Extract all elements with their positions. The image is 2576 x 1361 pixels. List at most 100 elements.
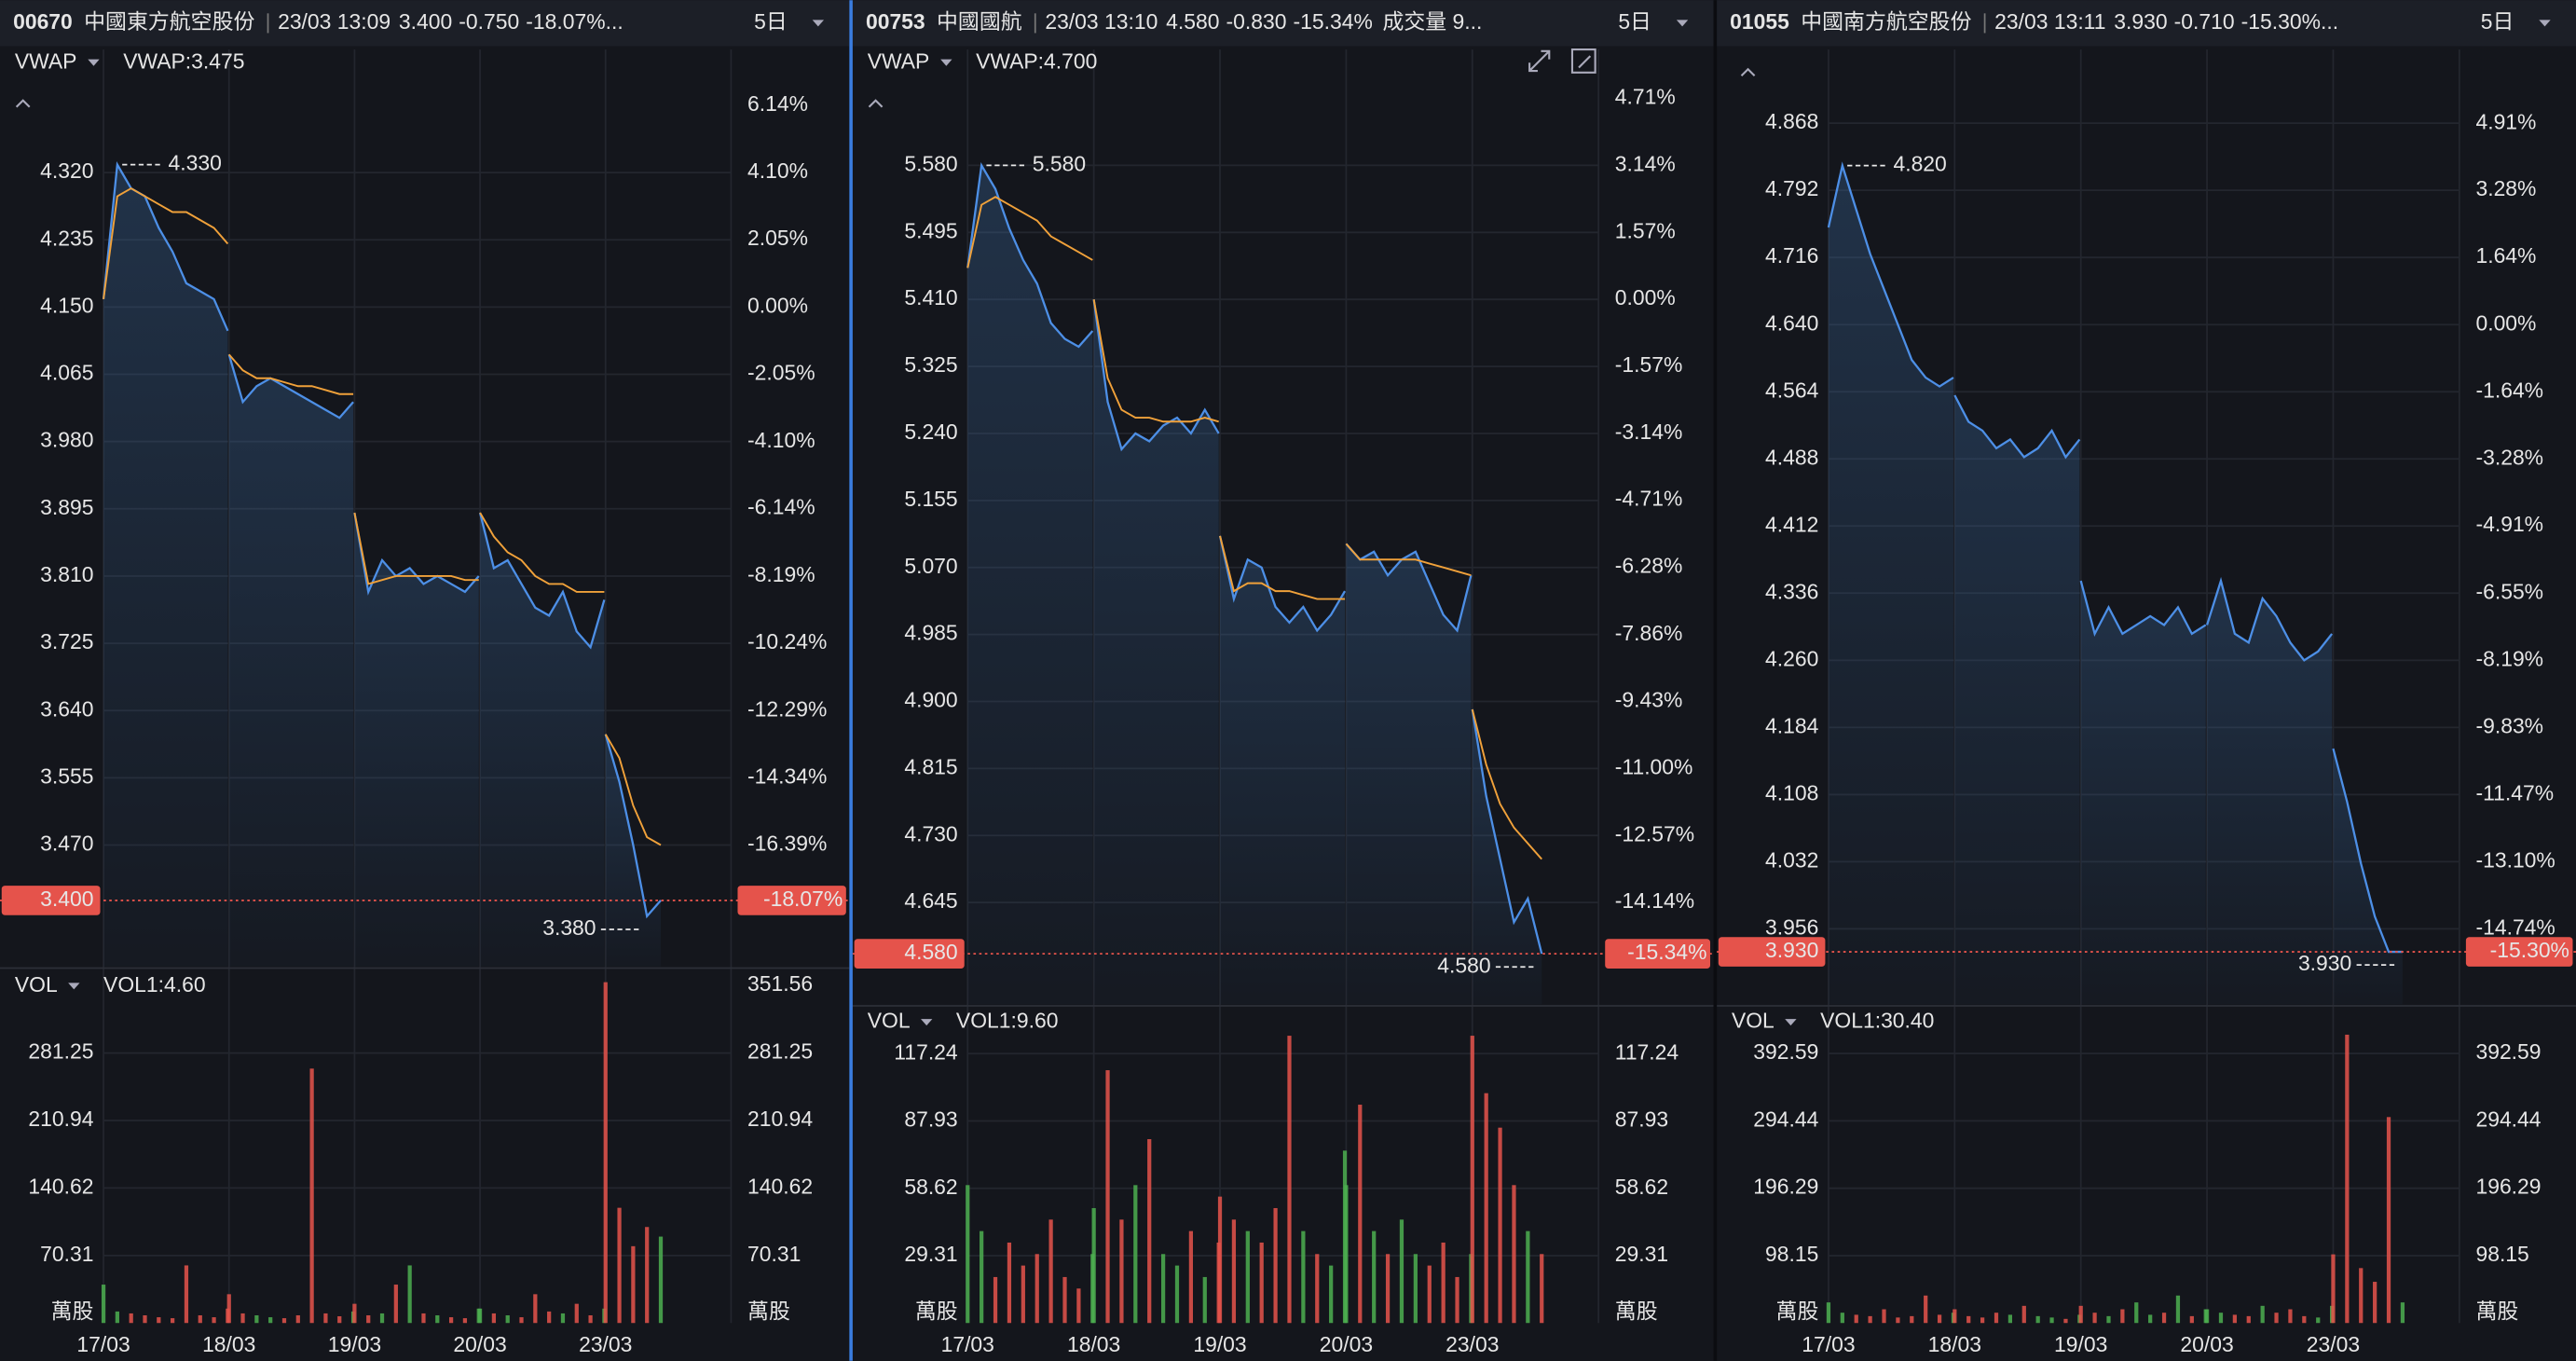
volume-tick-label: 117.24: [894, 1039, 958, 1064]
volume-indicator-name[interactable]: VOL: [868, 1009, 911, 1033]
price-area: [103, 164, 228, 967]
volume-bar: [1413, 1254, 1418, 1324]
volume-bar: [2021, 1305, 2026, 1324]
current-pct-tag: [737, 886, 846, 915]
percent-tick-label: 2.05%: [747, 226, 808, 250]
price-line: [1092, 299, 1220, 452]
volume-bar: [1840, 1313, 1844, 1324]
volume-bar: [477, 1308, 483, 1324]
indicator-name[interactable]: VWAP: [868, 48, 930, 73]
period-selector[interactable]: 5日: [1618, 9, 1651, 34]
current-pct-label: -15.34%: [1627, 940, 1706, 964]
current-price-label: 3.400: [40, 887, 93, 911]
volume-bar: [337, 1316, 342, 1324]
price-tick-label: 3.640: [40, 696, 93, 721]
date-label: 19/03: [1193, 1332, 1246, 1356]
header-time: 23/03 13:09: [278, 9, 391, 34]
price-tick-label: 4.985: [904, 621, 957, 645]
volume-bar: [1896, 1317, 1900, 1324]
indicator-name[interactable]: VWAP: [15, 48, 77, 73]
percent-tick-label: 4.10%: [747, 158, 808, 183]
percent-tick-label: -7.86%: [1615, 621, 1683, 645]
volume-bar: [1924, 1295, 1928, 1324]
dropdown-icon[interactable]: [68, 983, 80, 990]
price-tick-label: 3.810: [40, 562, 93, 586]
price-line: [604, 734, 662, 919]
date-label: 20/03: [453, 1332, 506, 1356]
volume-bar: [2246, 1315, 2251, 1324]
low-label: 4.580: [1437, 953, 1490, 977]
volume-indicator-name[interactable]: VOL: [1732, 1009, 1774, 1033]
volume-bar: [2302, 1315, 2307, 1324]
volume-bar: [966, 1185, 970, 1324]
price-tick-label: 3.725: [40, 629, 93, 653]
volume-bar: [309, 1068, 314, 1324]
dropdown-icon[interactable]: [921, 1019, 933, 1026]
expand-icon[interactable]: [1528, 49, 1551, 73]
header-time: 23/03 13:11: [1994, 9, 2105, 34]
volume-tick-label: 140.62: [28, 1174, 93, 1198]
volume-bar: [2035, 1315, 2040, 1324]
volume-bar: [1062, 1276, 1067, 1324]
volume-bar: [1937, 1314, 1942, 1324]
price-tick-label: 4.900: [904, 688, 957, 712]
volume-indicator-name[interactable]: VOL: [15, 972, 58, 997]
volume-bar: [2161, 1313, 2167, 1324]
volume-tick-label-right: 294.44: [2475, 1107, 2541, 1131]
volume-bar: [295, 1314, 300, 1324]
period-selector[interactable]: 5日: [754, 9, 788, 34]
volume-tick-label: 392.59: [1753, 1039, 1818, 1064]
volume-bar: [1470, 1036, 1474, 1324]
dropdown-icon[interactable]: [940, 59, 952, 66]
current-price-tag: [854, 939, 965, 969]
price-tick-label: 4.868: [1765, 109, 1818, 133]
volume-bar: [560, 1313, 566, 1324]
percent-tick-label: 3.14%: [1615, 152, 1676, 176]
date-label: 23/03: [579, 1332, 632, 1356]
volume-tick-label-right: 98.15: [2475, 1242, 2528, 1266]
volume-bar: [393, 1285, 398, 1324]
header-name: 中國國航: [937, 9, 1022, 34]
volume-tick-label-right: 58.62: [1615, 1175, 1668, 1199]
dropdown-icon[interactable]: [88, 59, 100, 66]
volume-bar: [1217, 1196, 1223, 1324]
current-price-tag: [1718, 937, 1826, 967]
price-line: [1827, 161, 1954, 388]
price-tick-label: 5.325: [904, 352, 957, 377]
price-tick-label: 5.240: [904, 419, 957, 444]
dropdown-icon[interactable]: [1785, 1019, 1797, 1026]
volume-bar: [2373, 1282, 2377, 1324]
price-tick-label: 5.495: [904, 218, 957, 242]
dropdown-icon[interactable]: [2539, 20, 2551, 27]
header-value: -0.750: [459, 9, 519, 34]
volume-bar: [2007, 1314, 2013, 1324]
volume-bar: [2218, 1313, 2224, 1324]
volume-bar: [379, 1313, 385, 1324]
header-time: 23/03 13:10: [1045, 9, 1158, 34]
percent-tick-label: -8.19%: [2475, 646, 2543, 670]
panel-separator: [849, 0, 853, 1361]
volume-bar: [366, 1314, 371, 1324]
price-area: [1220, 535, 1346, 1005]
volume-bar: [1994, 1313, 1999, 1324]
volume-bar: [1385, 1254, 1391, 1324]
fullscreen-icon[interactable]: [1570, 48, 1596, 74]
volume-bar: [1826, 1302, 1831, 1324]
volume-bar: [1174, 1265, 1180, 1324]
vwap-line: [479, 512, 605, 593]
volume-bar: [1091, 1207, 1096, 1324]
period-selector[interactable]: 5日: [2481, 9, 2514, 34]
volume-indicator-value: VOL1:4.60: [103, 972, 206, 997]
volume-unit: 萬股: [51, 1299, 94, 1324]
volume-bar: [1910, 1315, 1914, 1324]
dropdown-icon[interactable]: [812, 20, 825, 27]
volume-bar: [268, 1317, 273, 1324]
price-tick-label: 3.555: [40, 763, 93, 788]
volume-tick-label: 98.15: [1765, 1242, 1818, 1266]
current-price-label: 3.930: [1765, 938, 1818, 962]
volume-bar: [1868, 1315, 1872, 1324]
dropdown-icon[interactable]: [1676, 20, 1689, 27]
percent-tick-label: -3.28%: [2475, 445, 2543, 469]
